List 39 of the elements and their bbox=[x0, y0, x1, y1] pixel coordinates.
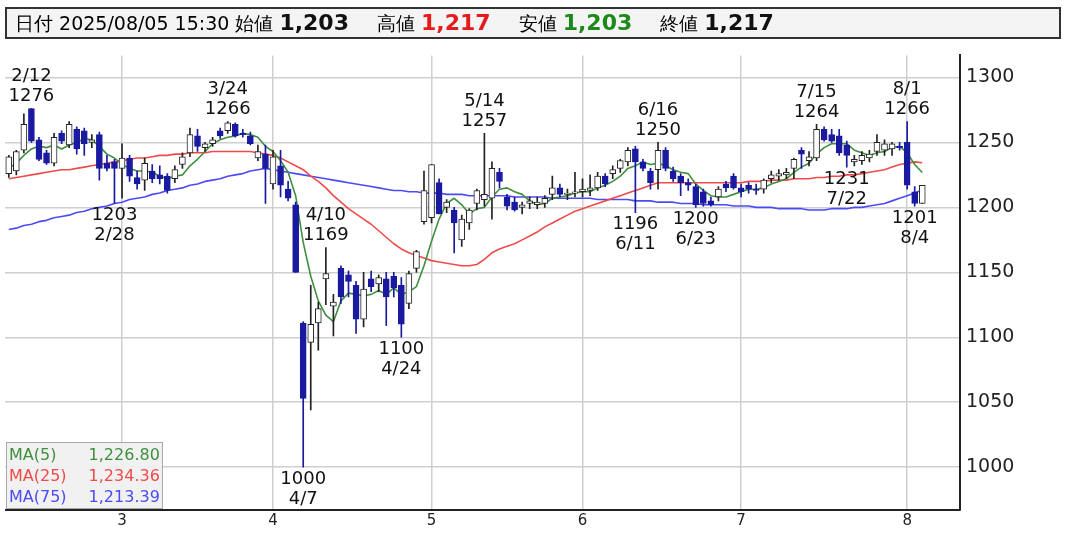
annotation: 8/1 1266 bbox=[884, 77, 931, 119]
text: 高値 1,217 bbox=[376, 10, 491, 35]
annotation: 5/14 1257 bbox=[461, 89, 508, 130]
annotation: 1,226.80 bbox=[88, 444, 160, 465]
text: 始値 1,203 bbox=[235, 10, 349, 35]
annotation: 1100 4/24 bbox=[378, 336, 425, 378]
annotation: 3/24 1266 bbox=[204, 77, 251, 119]
candlestick bbox=[307, 284, 315, 411]
annotation: 7/15 1264 bbox=[793, 79, 840, 121]
y-tick-label: 1200 bbox=[966, 194, 1015, 217]
annotation: 6/16 1250 bbox=[635, 98, 681, 140]
y-tick-label: 1150 bbox=[966, 259, 1015, 282]
text: 安値 1,203 bbox=[518, 10, 633, 35]
x-tick-label: 4 bbox=[268, 510, 278, 529]
annotation: 1000 4/7 bbox=[280, 466, 327, 508]
y-tick-label: 1250 bbox=[966, 129, 1015, 152]
text: 終値 1,217 bbox=[660, 10, 774, 35]
chart-title: 日付 2025/08/05 15:30 bbox=[15, 12, 230, 34]
annotation: 1201 8/4 bbox=[891, 205, 938, 247]
text: MA(5) bbox=[9, 444, 57, 465]
x-tick-label: 7 bbox=[736, 510, 746, 529]
y-tick-label: 1300 bbox=[966, 64, 1015, 87]
x-tick-label: 8 bbox=[902, 510, 912, 529]
text: MA(75) bbox=[9, 486, 67, 507]
annotation: 1,234.36 bbox=[88, 465, 160, 486]
annotation: 1,213.39 bbox=[88, 486, 160, 507]
y-tick-label: 1000 bbox=[966, 454, 1015, 477]
annotation: 1196 6/11 bbox=[612, 212, 659, 254]
x-tick-label: 5 bbox=[426, 510, 437, 529]
text: MA(25) bbox=[9, 465, 67, 486]
x-tick-label: 6 bbox=[577, 510, 588, 529]
annotation: 4/10 1169 bbox=[302, 203, 349, 245]
y-tick-label: 1050 bbox=[966, 389, 1015, 412]
y-tick-label: 1100 bbox=[966, 324, 1015, 347]
annotation: 1200 6/23 bbox=[672, 207, 719, 249]
x-tick-label: 3 bbox=[117, 510, 127, 529]
annotation: 1203 2/28 bbox=[91, 203, 138, 245]
annotation: 2/12 1276 bbox=[8, 64, 55, 106]
candlestick bbox=[571, 171, 579, 198]
